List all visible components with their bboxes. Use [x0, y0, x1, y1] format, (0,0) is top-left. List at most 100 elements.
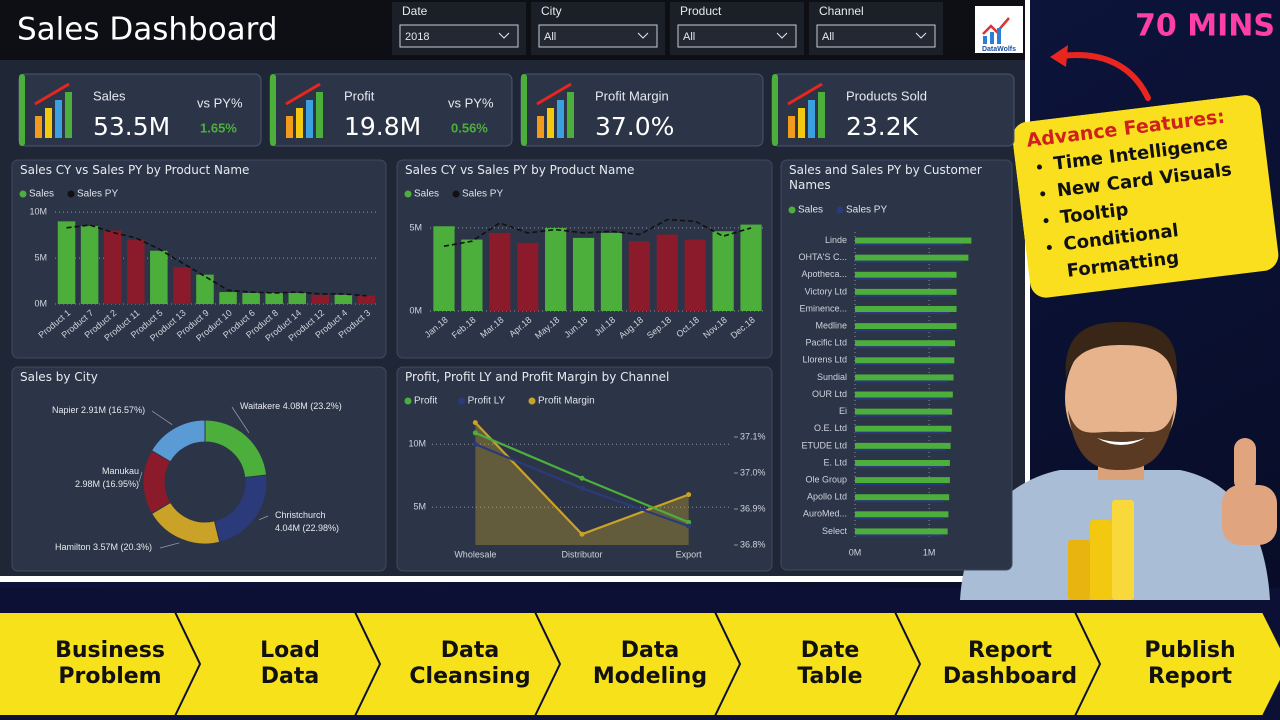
y-tick-label: Sundial [817, 372, 847, 382]
logo-text: DataWolfs [982, 46, 1016, 53]
filter-label: Date [402, 4, 428, 18]
step-line: Report [1148, 664, 1233, 689]
bar [740, 224, 762, 311]
step-label: Data Cleansing [409, 638, 530, 689]
line-point [472, 430, 478, 436]
bar [855, 431, 947, 434]
chart-title-box: Sales by City [20, 370, 98, 384]
chart-title-box: Profit, Profit LY and Profit Margin by C… [405, 370, 669, 384]
slice-label: Hamilton 3.57M (20.3%) [55, 542, 152, 552]
bar [656, 234, 678, 311]
y-tick-label: Apollo Ltd [807, 492, 847, 502]
powerbi-logo [1068, 540, 1090, 600]
y-tick-label: Ole Group [805, 474, 847, 484]
y-tick-label: Select [822, 526, 848, 536]
kpi-icon [65, 92, 72, 138]
bar [103, 230, 122, 304]
dropdown-chevron [498, 32, 510, 39]
kpi-vs-label: vs PY% [197, 95, 243, 110]
right-thumb [1234, 438, 1256, 492]
legend-swatch [528, 397, 536, 405]
kpi-icon [557, 100, 564, 138]
bar [242, 292, 260, 304]
bar [855, 425, 952, 432]
kpi-accent [772, 74, 778, 146]
line-series [66, 224, 367, 297]
line-point [686, 519, 692, 525]
bar [150, 250, 168, 304]
filter-dropdown[interactable] [399, 24, 519, 48]
y2-tick-label: 36.8% [740, 539, 766, 549]
slice-value: 2.98M (16.95%) [75, 479, 139, 489]
filter-dropdown[interactable] [677, 24, 797, 48]
bar [196, 274, 214, 304]
leader-line [231, 406, 250, 433]
bar [855, 528, 948, 535]
legend-label: Sales [798, 205, 823, 216]
slice-label: Napier 2.91M (16.57%) [52, 405, 145, 415]
bar [855, 460, 950, 466]
step-label: Business Problem [55, 638, 165, 689]
bar [684, 239, 706, 311]
bar [334, 294, 353, 304]
line-point [472, 420, 478, 426]
bar [855, 442, 951, 449]
step-label: Date Table [797, 638, 862, 689]
line-point [686, 492, 692, 498]
step-line: Problem [58, 664, 161, 689]
legend-swatch [788, 206, 796, 214]
bar [433, 226, 455, 311]
bar [855, 511, 949, 518]
dropdown-chevron [915, 32, 927, 39]
bar [545, 227, 567, 311]
line-point [686, 523, 692, 529]
bar [855, 477, 950, 484]
legend-label: Sales PY [77, 189, 118, 200]
kpi-icon [567, 92, 574, 138]
filter-dropdown[interactable] [538, 24, 658, 48]
powerbi-logo [1090, 520, 1112, 600]
bar [600, 232, 623, 311]
bar [57, 221, 76, 304]
y-tick-label: 0M [409, 305, 422, 315]
kpi-accent [521, 74, 527, 146]
legend-swatch [19, 190, 27, 198]
dropdown-chevron [776, 32, 788, 39]
bar [855, 277, 952, 280]
bar [855, 329, 952, 332]
y-tick-label: 10M [408, 439, 426, 449]
step-label: Publish Report [1144, 638, 1235, 689]
kpi-icon [316, 92, 323, 138]
step-label: Report Dashboard [943, 638, 1077, 689]
y-tick-label: Ei [839, 406, 847, 416]
bar [855, 243, 963, 246]
y-tick-label: OHTA'S C... [798, 252, 847, 262]
step-label: Data Modeling [593, 638, 707, 689]
legend-swatch [452, 190, 460, 198]
kpi-icon [34, 82, 70, 106]
legend-label: Sales PY [462, 189, 503, 200]
filter-value: All [822, 31, 834, 43]
kpi-value: 53.5M [93, 112, 170, 141]
kpi-icon [45, 108, 52, 138]
filter-label: Channel [819, 4, 864, 18]
slice-name: Waitakere [240, 401, 280, 411]
smile [1097, 438, 1145, 445]
bar [855, 517, 944, 520]
kpi-icon [35, 116, 42, 138]
step-line: Table [797, 664, 862, 689]
kpi-value: 23.2K [846, 112, 919, 141]
leader-line [258, 515, 269, 521]
y-tick-label: AuroMed... [803, 509, 847, 519]
bar [855, 306, 957, 312]
y-tick-label: Victory Ltd [805, 286, 847, 296]
bar [80, 225, 99, 304]
y-tick-label: Linde [825, 235, 847, 245]
arrow [1059, 52, 1151, 101]
slice-label: Christchurch 4.04M (22.98%) [275, 510, 339, 533]
filter-dropdown[interactable] [816, 24, 936, 48]
chart-title: Sales and Sales PY by Customer Names [789, 163, 982, 192]
kpi-icon [818, 92, 825, 138]
kpi-vs-label: vs PY% [448, 95, 494, 110]
